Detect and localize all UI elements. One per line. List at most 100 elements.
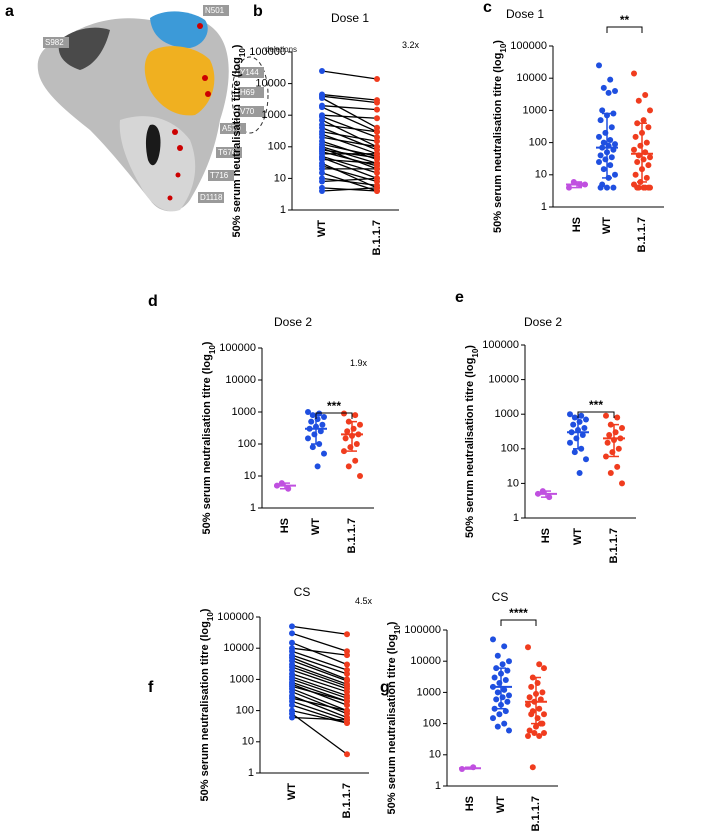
x-tick-label: WT	[316, 220, 328, 237]
y-axis-label-part: 10	[471, 348, 480, 357]
data-point	[319, 104, 325, 111]
structure-label: H69	[240, 88, 255, 97]
data-point	[314, 463, 321, 470]
label-box	[43, 37, 69, 48]
pair-line	[321, 131, 378, 142]
deletions-outline	[231, 56, 269, 134]
data-point	[490, 715, 496, 722]
pair-line	[321, 157, 378, 180]
data-point	[374, 184, 380, 191]
y-axis-label-part: 50% serum neutralisation titre (log	[464, 358, 476, 538]
pair-line	[291, 663, 348, 685]
structure-label: S982	[45, 38, 64, 47]
y-tick-label: 100	[238, 438, 256, 450]
data-point	[570, 421, 577, 428]
orange-domain	[144, 46, 215, 116]
chart-title: CS	[294, 585, 311, 599]
label-box	[198, 192, 224, 203]
data-point	[502, 708, 509, 715]
data-point	[374, 99, 380, 106]
data-point	[615, 445, 622, 452]
x-tick-label: WT	[601, 217, 613, 234]
data-point	[619, 424, 625, 431]
y-axis-label-part: 10	[206, 612, 215, 621]
pair-line	[291, 676, 348, 697]
label-box	[238, 87, 264, 98]
pair-line	[291, 700, 348, 721]
y-tick-label: 100000	[482, 339, 519, 351]
data-point	[614, 463, 621, 470]
panel-label: d	[148, 293, 158, 310]
pair-line	[291, 678, 348, 699]
data-point	[531, 729, 538, 736]
y-tick-label: 100	[529, 137, 547, 149]
y-tick-label: 10	[274, 172, 286, 184]
data-point	[529, 764, 536, 771]
y-axis-label-part: )	[231, 44, 243, 48]
data-point	[321, 413, 327, 420]
chart-title: Dose 1	[506, 7, 544, 21]
pair-line	[291, 688, 348, 712]
pair-line	[321, 177, 378, 183]
data-point	[501, 686, 508, 693]
significance-bracket	[606, 26, 643, 33]
data-point	[344, 716, 350, 723]
y-tick-label: 1	[513, 512, 519, 524]
pair-line	[291, 683, 348, 706]
data-point	[502, 676, 509, 683]
y-axis-label: 50% serum neutralisation titre (log10)	[464, 345, 480, 538]
data-point	[504, 698, 511, 705]
data-point	[607, 76, 614, 83]
significance-bracket	[315, 412, 353, 419]
data-point	[566, 184, 572, 191]
data-point	[344, 631, 350, 638]
data-point	[491, 705, 498, 712]
x-tick-label: HS	[464, 796, 476, 811]
data-point	[603, 453, 609, 460]
structure-label: A570	[222, 124, 241, 133]
data-point	[608, 124, 615, 131]
residue	[177, 145, 183, 151]
pair-line	[321, 95, 378, 104]
x-tick-label: B.1.1.7	[530, 796, 542, 831]
data-point	[541, 665, 547, 672]
data-point	[374, 115, 380, 122]
residue	[205, 91, 211, 97]
pair-line	[321, 158, 378, 164]
y-tick-label: 100000	[404, 624, 441, 636]
data-point	[605, 89, 612, 96]
x-tick-label: B.1.1.7	[346, 518, 358, 553]
pair-line	[321, 116, 378, 138]
data-point	[614, 414, 621, 421]
data-point	[491, 674, 498, 681]
data-point	[596, 62, 602, 69]
chart-title: Dose 1	[331, 11, 369, 25]
y-tick-label: 100	[501, 443, 519, 455]
data-point	[506, 692, 512, 699]
residue	[175, 172, 181, 178]
y-tick-label: 1000	[230, 673, 254, 685]
data-point	[525, 701, 531, 708]
data-point	[603, 412, 609, 419]
label-box	[216, 147, 242, 158]
data-point	[645, 124, 652, 131]
data-point	[289, 714, 295, 721]
data-point	[342, 435, 349, 442]
data-point	[528, 711, 535, 718]
data-point	[635, 97, 642, 104]
y-tick-label: 10000	[410, 655, 441, 667]
y-tick-label: 100000	[510, 40, 547, 52]
data-point	[374, 138, 380, 145]
x-tick-label: B.1.1.7	[341, 783, 353, 818]
chart-title: Dose 2	[274, 315, 312, 329]
pair-line	[321, 93, 378, 101]
panel-label: f	[148, 679, 154, 696]
y-tick-label: 1	[250, 502, 256, 514]
data-point	[576, 469, 583, 476]
data-point	[607, 137, 614, 144]
data-point	[504, 667, 511, 674]
data-point	[319, 117, 325, 124]
label-box	[238, 106, 264, 117]
y-axis-label-part: 50% serum neutralisation titre (log	[492, 53, 504, 233]
pair-line	[291, 625, 348, 635]
